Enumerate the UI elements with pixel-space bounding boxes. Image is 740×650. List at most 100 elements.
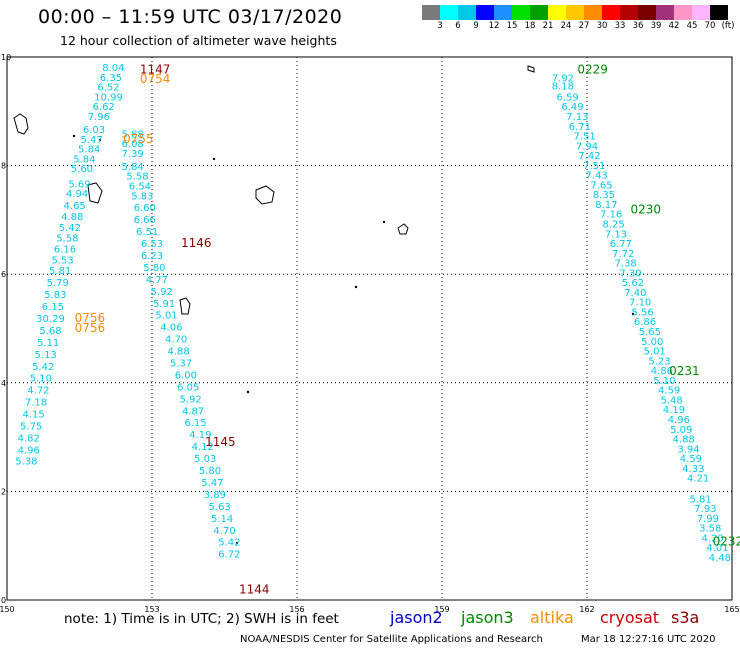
swh-value: 10.99 [94,92,123,103]
colorbar-label-9: 30 [596,21,608,31]
legend-jason3: jason3 [461,608,514,627]
swh-value: 4.87 [182,406,204,417]
colorbar-swatch-16 [710,5,728,20]
swh-value: 7.96 [88,112,110,123]
legend-jason2: jason2 [390,608,443,627]
colorbar-swatch-14 [674,5,692,20]
swh-value: 3.94 [677,444,699,455]
page-title: 00:00 – 11:59 UTC 03/17/2020 [38,6,343,28]
swh-value: 7.94 [576,141,598,152]
colorbar-swatch-8 [566,5,584,20]
island-outline [255,185,275,205]
swh-value: 6.86 [634,317,656,328]
swh-value: 4.86 [651,366,673,377]
swh-value: 4.88 [167,347,189,358]
colorbar-label-2: 9 [473,21,479,31]
swh-value: 4.88 [673,435,695,446]
island-dot [235,541,239,545]
swh-value: 4.12 [192,442,214,453]
footer-timestamp: Mar 18 12:27:16 UTC 2020 [581,634,716,645]
swh-value: 5.81 [689,494,711,505]
swh-value: 4.19 [663,405,685,416]
pass-time-label: 0230 [631,202,662,216]
island-dot [382,220,386,224]
swh-value: 30.29 [36,314,65,325]
swh-value: 6.08 [122,139,144,150]
colorbar-swatch-4 [494,5,512,20]
swh-value: 5.42 [32,362,54,373]
colorbar-swatch-0 [422,5,440,20]
pass-time-label: 1144 [239,582,270,596]
lat-tick-label: 6 [1,270,6,279]
lat-tick-label: 2 [1,487,6,496]
swh-value: 5.10 [30,374,52,385]
footer-credit: NOAA/NESDIS Center for Satellite Applica… [240,634,543,645]
swh-value: 6.16 [54,244,76,255]
swh-value: 6.35 [100,73,122,84]
colorbar-label-13: 42 [668,21,680,31]
island-dot [212,157,216,161]
swh-value: 5.14 [211,514,233,525]
island-dot [246,390,250,394]
swh-value: 5.84 [73,154,95,165]
swh-value: 5.56 [631,307,653,318]
swh-value: 5.79 [47,278,69,289]
colorbar-label-3: 12 [488,21,500,31]
swh-value: 4.06 [160,323,182,334]
lon-tick-label: 162 [579,605,594,614]
legend-s3a: s3a [671,608,700,627]
swh-value: 4.96 [18,445,40,456]
colorbar-label-11: 36 [632,21,644,31]
lon-tick-label: 159 [434,605,449,614]
swh-value: 4.94 [66,189,88,200]
swh-value: 8.35 [593,190,615,201]
swh-value: 5.47 [201,478,223,489]
swh-value: 5.81 [49,266,71,277]
swh-value: 4.88 [61,212,83,223]
map-frame [6,56,733,601]
swh-value: 7.38 [615,259,637,270]
colorbar-label-10: 33 [614,21,626,31]
swh-value: 5.83 [44,290,66,301]
pass-time-label: 0754 [140,72,171,86]
colorbar-swatch-2 [458,5,476,20]
pass-time-label: 1145 [205,435,236,449]
swh-value: 5.63 [209,502,231,513]
lon-tick-label: 153 [144,605,159,614]
swh-value: 7.43 [586,171,608,182]
swh-colorbar-labels: 3 6 9 12 15 18 21 24 27 30 33 36 39 42 45 70 (ft) [422,21,740,33]
island-dot [354,285,358,289]
swh-value: 3.58 [699,524,721,535]
page-subtitle: 12 hour collection of altimeter wave hei… [60,33,337,48]
swh-value: 5.68 [39,326,61,337]
swh-value: 6.53 [141,239,163,250]
swh-value: 5.10 [653,376,675,387]
swh-value: 5.60 [71,164,93,175]
island-outline [87,182,103,204]
swh-value: 4.96 [668,415,690,426]
swh-value: 5.84 [78,145,100,156]
swh-value: 7.51 [573,132,595,143]
colorbar-label-15: 70 [704,21,716,31]
colorbar-swatch-6 [530,5,548,20]
colorbar-label-14: 45 [686,21,698,31]
island-outline [397,223,409,235]
colorbar-swatch-12 [638,5,656,20]
swh-value: 4.70 [213,526,235,537]
swh-value: 5.83 [131,191,153,202]
swh-value: 5.65 [639,327,661,338]
swh-value: 5.01 [644,347,666,358]
pass-time-label: 0756 [75,311,106,325]
swh-value: 7.51 [583,161,605,172]
island-dot [98,138,102,142]
island-outline [527,65,535,73]
swh-value: 5.38 [15,456,37,467]
swh-value: 5.58 [126,172,148,183]
swh-value: 6.05 [177,382,199,393]
colorbar-swatch-7 [548,5,566,20]
swh-value: 6.51 [136,227,158,238]
island-dot [72,134,76,138]
swh-value: 6.00 [175,370,197,381]
pass-time-label: 1147 [140,62,171,76]
